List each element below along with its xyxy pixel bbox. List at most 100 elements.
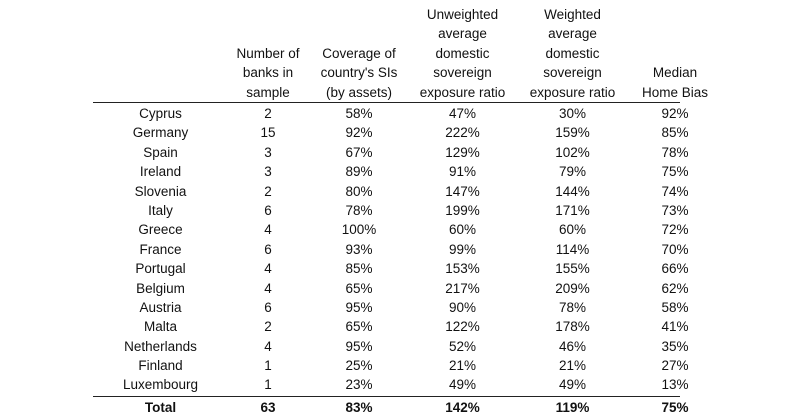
header-divider [93,102,680,103]
cell-home-bias: 72% [661,222,689,238]
cell-banks: 3 [264,144,272,160]
cell-country: Greece [138,222,183,238]
cell-weighted: 155% [555,261,590,277]
cell-home-bias: 73% [661,202,689,218]
cell-coverage: 100% [341,222,377,238]
cell-weighted: 209% [555,280,590,296]
cell-banks: 15 [260,125,276,141]
table-row: Luxembourg 1 23% 49% 49% 13% [93,375,689,394]
table-row: Ireland 3 89% 91% 79% 75% [93,162,689,181]
total-label: Total [144,400,177,415]
cell-weighted: 171% [555,202,590,218]
cell-unweighted: 49% [448,377,477,393]
cell-unweighted: 222% [445,125,480,141]
cell-unweighted: 199% [445,202,480,218]
cell-banks: 6 [264,241,272,257]
cell-banks: 2 [264,106,272,121]
cell-home-bias: 70% [661,241,689,257]
cell-coverage: 58% [345,106,373,121]
cell-country: Cyprus [139,106,182,121]
cell-banks: 4 [264,222,272,238]
cell-home-bias: 35% [661,338,689,354]
cell-weighted: 178% [555,319,590,335]
table-row: Germany 15 92% 222% 159% 85% [93,123,689,142]
table-row: Finland 1 25% 21% 21% 27% [93,356,688,375]
header-number-of-banks: Number of banks in sample [228,0,308,102]
cell-country: Spain [143,144,178,160]
cell-coverage: 67% [345,144,373,160]
cell-country: Finland [138,358,183,374]
table-row: France 6 93% 99% 114% 70% [93,240,688,259]
total-unweighted: 142% [445,400,480,415]
cell-unweighted: 153% [445,261,480,277]
total-banks: 63 [260,400,276,415]
cell-home-bias: 13% [661,377,689,393]
cell-country: Netherlands [124,338,197,354]
table-row: Slovenia 2 80% 147% 144% 74% [93,182,689,201]
header-label: Weighted average domestic sovereign expo… [529,6,616,100]
cell-weighted: 159% [555,125,590,141]
cell-banks: 3 [264,164,272,180]
cell-coverage: 78% [345,202,373,218]
cell-unweighted: 52% [448,338,477,354]
table-row: Belgium 4 65% 217% 209% 62% [93,279,688,298]
cell-home-bias: 66% [661,261,689,277]
cell-weighted: 78% [558,299,587,315]
cell-weighted: 114% [555,241,590,257]
total-home-bias: 75% [661,400,689,415]
table-row: Malta 2 65% 122% 178% 41% [93,317,689,336]
cell-home-bias: 75% [661,164,689,180]
table-row: Netherlands 4 95% 52% 46% 35% [93,337,688,356]
cell-banks: 6 [264,202,272,218]
cell-weighted: 46% [558,338,587,354]
header-label: Number of banks in sample [236,45,300,100]
cell-country: France [139,241,182,257]
table-row: Italy 6 78% 199% 171% 73% [93,201,688,220]
cell-country: Ireland [139,164,182,180]
table-row: Portugal 4 85% 153% 155% 66% [93,259,688,278]
cell-banks: 1 [264,358,272,374]
total-row: Total 63 83% 142% 119% 75% [93,398,689,418]
cell-unweighted: 47% [448,106,477,121]
table-row: Spain 3 67% 129% 102% 78% [93,143,688,162]
cell-weighted: 49% [558,377,587,393]
cell-unweighted: 99% [448,241,477,257]
table-body: Cyprus 2 58% 47% 30% 92% Germany 15 92% 222% 159% 8… [93,104,689,395]
table-row: Greece 4 100% 60% 60% 72% [93,220,688,239]
cell-coverage: 65% [345,319,373,335]
cell-home-bias: 41% [661,319,689,335]
cell-coverage: 23% [345,377,373,393]
cell-coverage: 65% [345,280,373,296]
cell-banks: 2 [264,319,272,335]
cell-home-bias: 27% [661,358,689,374]
cell-banks: 6 [264,299,272,315]
cell-unweighted: 21% [448,358,477,374]
cell-banks: 1 [264,377,272,393]
cell-country: Luxembourg [122,377,199,393]
cell-home-bias: 58% [661,299,689,315]
total-weighted: 119% [555,400,590,415]
cell-home-bias: 62% [661,280,689,296]
sovereign-exposure-table: Number of banks in sample Coverage of co… [93,0,708,420]
cell-country: Slovenia [134,183,187,199]
cell-home-bias: 92% [661,106,689,121]
cell-home-bias: 85% [661,125,689,141]
cell-home-bias: 78% [661,144,689,160]
total-coverage: 83% [345,400,373,415]
cell-coverage: 95% [345,299,373,315]
cell-weighted: 79% [558,164,587,180]
cell-weighted: 102% [555,144,590,160]
header-coverage: Coverage of country's SIs (by assets) [308,0,410,102]
cell-unweighted: 217% [445,280,480,296]
cell-unweighted: 129% [445,144,480,160]
cell-country: Italy [148,202,173,218]
table-row: Austria 6 95% 90% 78% 58% [93,298,688,317]
cell-country: Portugal [135,261,186,277]
header-weighted-ratio: Weighted average domestic sovereign expo… [515,0,630,102]
cell-weighted: 60% [558,222,587,238]
cell-banks: 4 [264,280,272,296]
cell-banks: 4 [264,338,272,354]
cell-banks: 4 [264,261,272,277]
table-header: Number of banks in sample Coverage of co… [93,0,708,102]
cell-country: Belgium [136,280,185,296]
